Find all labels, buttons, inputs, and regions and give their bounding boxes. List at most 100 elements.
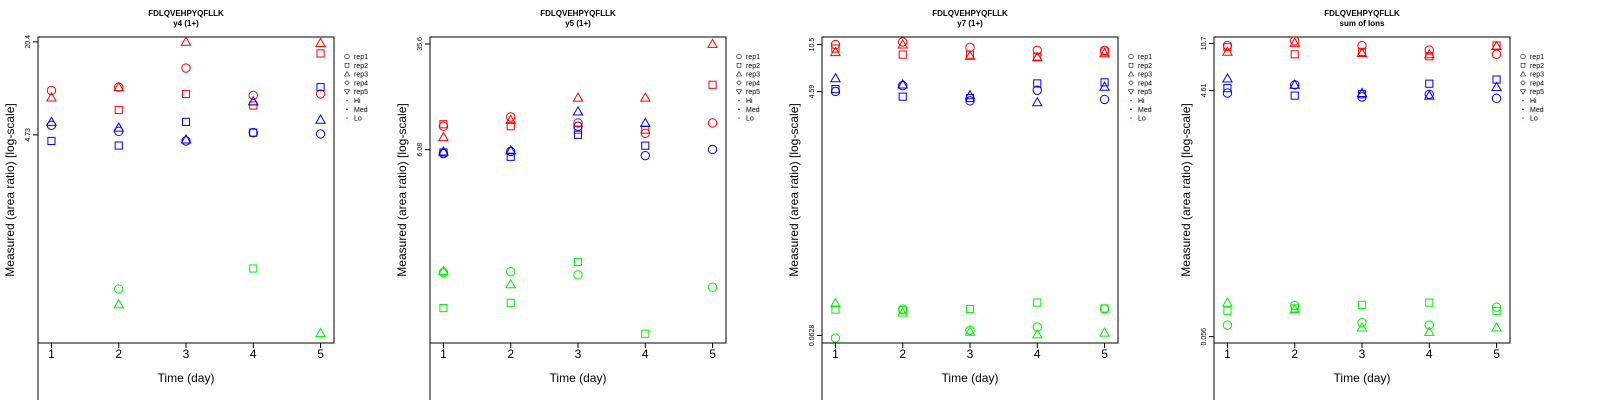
x-tick-label: 4 <box>250 347 257 361</box>
legend-marker <box>1522 117 1524 119</box>
legend-label: rep4 <box>1530 80 1544 87</box>
x-tick-label: 2 <box>1291 347 1298 361</box>
data-point <box>181 117 191 126</box>
x-tick-label: 5 <box>709 347 716 361</box>
data-point <box>1491 321 1503 332</box>
data-point <box>1099 81 1111 91</box>
legend-marker <box>738 117 740 119</box>
x-tick-label: 1 <box>1224 347 1231 361</box>
legend-marker <box>346 117 348 119</box>
data-point <box>897 38 909 49</box>
data-point <box>1289 37 1301 47</box>
data-point <box>1491 49 1502 60</box>
plot-frame <box>821 36 1119 344</box>
data-point <box>1222 40 1233 51</box>
data-point <box>113 121 125 132</box>
legend-marker <box>1130 108 1132 111</box>
data-point <box>437 265 449 275</box>
y-tick-label: 0.056 <box>1201 328 1208 346</box>
legend-label: Hi <box>354 98 361 105</box>
data-point <box>249 264 258 273</box>
data-point <box>640 128 650 138</box>
legend-label: Lo <box>746 116 754 123</box>
x-tick-label: 2 <box>507 347 514 361</box>
data-point <box>180 133 192 144</box>
data-point <box>964 89 976 100</box>
data-point <box>506 112 516 122</box>
data-point <box>898 306 907 315</box>
data-point <box>573 125 583 134</box>
y-tick-label: 20.4 <box>25 35 32 49</box>
chart-subtitle: sum of Ions <box>1340 19 1385 28</box>
x-tick-label: 2 <box>899 347 906 361</box>
data-point <box>1033 79 1042 88</box>
data-point <box>1221 72 1233 83</box>
legend-marker <box>736 80 742 86</box>
data-point <box>897 306 909 317</box>
x-tick-label: 2 <box>115 347 122 361</box>
data-point <box>1289 303 1301 314</box>
data-point <box>573 130 583 139</box>
data-point <box>439 304 448 313</box>
plot-frame <box>1213 36 1511 344</box>
data-point <box>315 129 326 139</box>
data-point <box>114 141 123 150</box>
legend-label: Med <box>746 107 760 114</box>
legend-label: rep2 <box>1530 63 1544 70</box>
data-point <box>1099 327 1111 337</box>
y-tick-label: 4.61 <box>1201 83 1208 97</box>
legend-marker <box>1128 53 1134 60</box>
data-point <box>248 90 258 101</box>
legend-label: Lo <box>1138 116 1146 123</box>
data-point <box>898 92 907 101</box>
data-point <box>1356 47 1368 58</box>
legend-label: rep5 <box>1138 89 1152 96</box>
plot-frame <box>429 36 727 344</box>
y-tick-label: 10.7 <box>1201 36 1208 50</box>
data-point <box>965 93 975 103</box>
y-tick-label: 10.5 <box>809 38 816 52</box>
data-point <box>1099 47 1111 58</box>
data-point <box>113 81 125 92</box>
x-tick-label: 5 <box>1101 347 1108 361</box>
data-point <box>248 127 258 138</box>
data-point <box>1032 85 1042 95</box>
data-point <box>1491 302 1502 312</box>
data-point <box>114 105 123 114</box>
data-point <box>1423 48 1435 59</box>
data-point <box>1099 94 1110 105</box>
data-point <box>1425 298 1434 307</box>
chart-title: FDLQVEHPYQFLLK <box>148 9 224 18</box>
legend-marker <box>1522 108 1524 111</box>
data-point <box>1424 45 1434 55</box>
legend-marker <box>736 63 742 68</box>
data-point <box>180 36 192 46</box>
data-point <box>964 50 976 60</box>
data-point <box>315 89 326 99</box>
data-point <box>707 144 718 155</box>
data-point <box>315 327 327 338</box>
data-point <box>1033 298 1042 307</box>
legend-marker <box>344 80 350 86</box>
data-point <box>641 141 650 150</box>
legend-label: rep4 <box>1138 80 1152 87</box>
y-axis-label: Measured (area ratio) [log-scale] <box>787 103 801 276</box>
data-point <box>897 78 909 89</box>
legend-marker <box>1128 80 1134 86</box>
legend-label: rep1 <box>1530 54 1544 61</box>
x-tick-label: 5 <box>1493 347 1500 361</box>
legend-label: rep3 <box>1138 72 1152 79</box>
data-point <box>830 39 841 50</box>
data-point <box>831 84 840 94</box>
legend-marker <box>346 108 348 111</box>
x-tick-label: 1 <box>440 347 447 361</box>
legend-marker <box>1128 63 1134 68</box>
legend-marker <box>738 108 740 111</box>
data-point <box>1492 306 1501 315</box>
